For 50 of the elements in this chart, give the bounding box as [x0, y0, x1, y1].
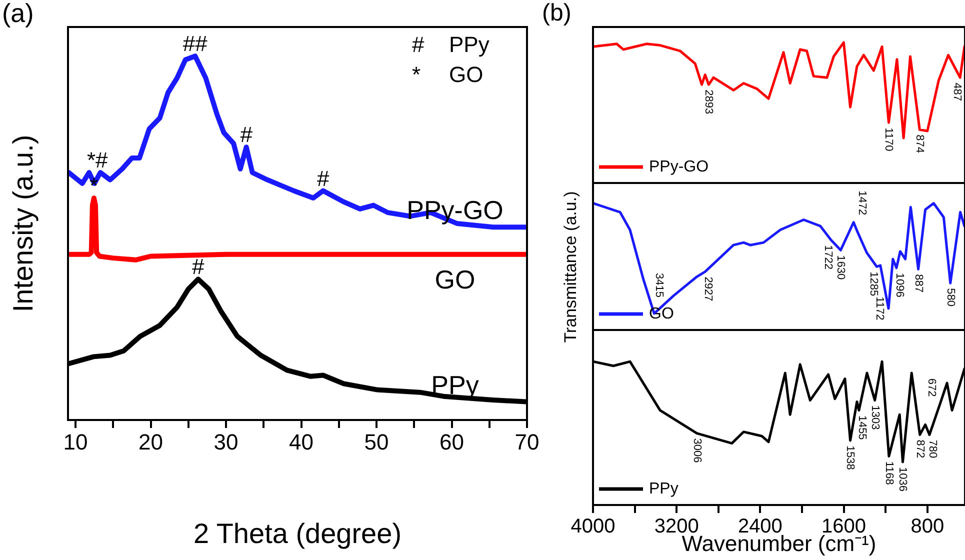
annotation: 1630 — [834, 255, 847, 280]
annotation: 780 — [926, 440, 938, 458]
x-tick-label: 40 — [289, 429, 314, 454]
x-axis-title: 2 Theta (degree) — [193, 518, 402, 549]
x-tick-label: 70 — [514, 429, 540, 454]
annotation: 3415 — [653, 273, 666, 298]
x-tick-label: 20 — [138, 429, 164, 454]
series-label: PPy-GO — [406, 195, 504, 226]
annotation: 874 — [914, 134, 926, 153]
series-label: GO — [434, 264, 476, 294]
x-tick-label: 2400 — [738, 516, 782, 538]
annotation: 1472 — [856, 190, 868, 216]
annotation: # — [192, 254, 206, 280]
annotation: 1168 — [882, 461, 895, 485]
annotation: 1172 — [873, 296, 886, 320]
annotation: 1170 — [882, 128, 895, 152]
text: * GO — [412, 62, 484, 88]
annotation: 872 — [914, 440, 926, 458]
annotation: 1036 — [896, 466, 909, 492]
legend-label: PPy — [649, 480, 678, 498]
legend-label: PPy-GO — [649, 158, 709, 176]
annotation: 672 — [926, 378, 938, 397]
x-tick-label: 10 — [63, 429, 88, 454]
annotation: 1285 — [868, 272, 880, 296]
x-tick-label: 50 — [364, 429, 389, 454]
y-axis-title: Intensity (a.u.) — [8, 134, 39, 312]
annotation: # — [316, 166, 330, 191]
annotation: 1096 — [893, 272, 906, 298]
annotation: 1303 — [868, 405, 881, 430]
annotation: 1722 — [822, 245, 834, 270]
annotation: # PPy — [412, 32, 490, 58]
annotation: *# — [86, 148, 109, 173]
x-tick-label: 4000 — [570, 516, 616, 538]
annotation: 580 — [944, 288, 956, 306]
y-axis-title: Transmittance (a.u.) — [561, 191, 581, 343]
annotation: # — [240, 122, 254, 148]
annotation: 1538 — [844, 445, 856, 470]
x-tick-label: 800 — [910, 516, 944, 538]
annotation: ## — [182, 31, 208, 56]
annotation: 1455 — [856, 415, 868, 440]
legend-label: GO — [649, 305, 674, 322]
annotation: 887 — [912, 274, 924, 293]
chart-title: (b) — [542, 0, 572, 27]
x-tick-label: 60 — [440, 429, 464, 454]
chart-title: (a) — [2, 0, 34, 28]
annotation: 2927 — [702, 276, 714, 302]
annotation: 2893 — [702, 90, 715, 114]
annotation: 3006 — [690, 438, 703, 463]
annotation: 487 — [951, 82, 964, 101]
x-tick-label: 30 — [214, 429, 238, 454]
